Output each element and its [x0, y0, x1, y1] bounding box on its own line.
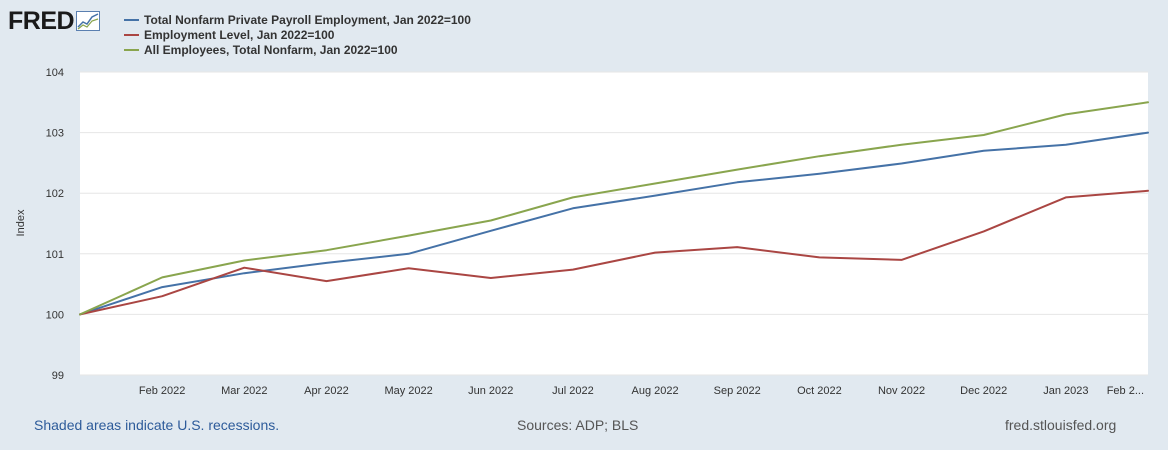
x-tick-label: Mar 2022 [221, 385, 267, 397]
legend-swatch [124, 49, 139, 51]
x-tick-label: Feb 2... [1107, 385, 1144, 397]
x-tick-label: Sep 2022 [714, 385, 761, 397]
legend-label: Total Nonfarm Private Payroll Employment… [144, 12, 471, 27]
series-line-1 [79, 189, 1149, 316]
site-link[interactable]: fred.stlouisfed.org [1005, 417, 1117, 433]
legend-swatch [124, 19, 139, 21]
x-tick-label: Jun 2022 [468, 385, 513, 397]
grid-lines [80, 71, 1148, 376]
y-tick-label: 104 [46, 67, 64, 79]
legend-swatch [124, 34, 139, 36]
legend-item-private-payroll[interactable]: Total Nonfarm Private Payroll Employment… [124, 12, 471, 27]
legend-label: Employment Level, Jan 2022=100 [144, 27, 335, 42]
legend-item-all-employees[interactable]: All Employees, Total Nonfarm, Jan 2022=1… [124, 42, 471, 57]
x-axis: Feb 2022 Mar 2022 Apr 2022 May 2022 Jun 2022… [139, 385, 1144, 397]
series-lines [79, 101, 1149, 316]
x-tick-label: Dec 2022 [960, 385, 1007, 397]
x-tick-label: Feb 2022 [139, 385, 185, 397]
x-tick-label: Jul 2022 [552, 385, 594, 397]
y-axis-title: Index [15, 209, 27, 236]
x-tick-label: Apr 2022 [304, 385, 349, 397]
x-tick-label: Jan 2023 [1043, 385, 1088, 397]
x-tick-label: Oct 2022 [797, 385, 842, 397]
y-tick-label: 99 [52, 370, 64, 382]
plot-area [80, 72, 1148, 375]
sources-text: Sources: ADP; BLS [517, 417, 639, 433]
fred-logo[interactable]: FRED [8, 7, 101, 35]
x-tick-label: Nov 2022 [878, 385, 925, 397]
chart-legend: Total Nonfarm Private Payroll Employment… [124, 12, 471, 57]
trend-graph-icon [76, 11, 101, 31]
y-tick-label: 102 [46, 188, 64, 200]
series-line-2 [79, 101, 1149, 316]
x-tick-label: May 2022 [384, 385, 432, 397]
y-axis: 99 100 101 102 103 104 [46, 67, 64, 382]
x-tick-label: Aug 2022 [632, 385, 679, 397]
recession-note[interactable]: Shaded areas indicate U.S. recessions. [34, 417, 280, 433]
legend-label: All Employees, Total Nonfarm, Jan 2022=1… [144, 42, 398, 57]
legend-item-employment-level[interactable]: Employment Level, Jan 2022=100 [124, 27, 471, 42]
logo-text: FRED [8, 7, 75, 35]
series-line-0 [79, 131, 1149, 316]
y-tick-label: 101 [46, 249, 64, 261]
y-tick-label: 103 [46, 128, 64, 140]
y-tick-label: 100 [46, 309, 64, 321]
